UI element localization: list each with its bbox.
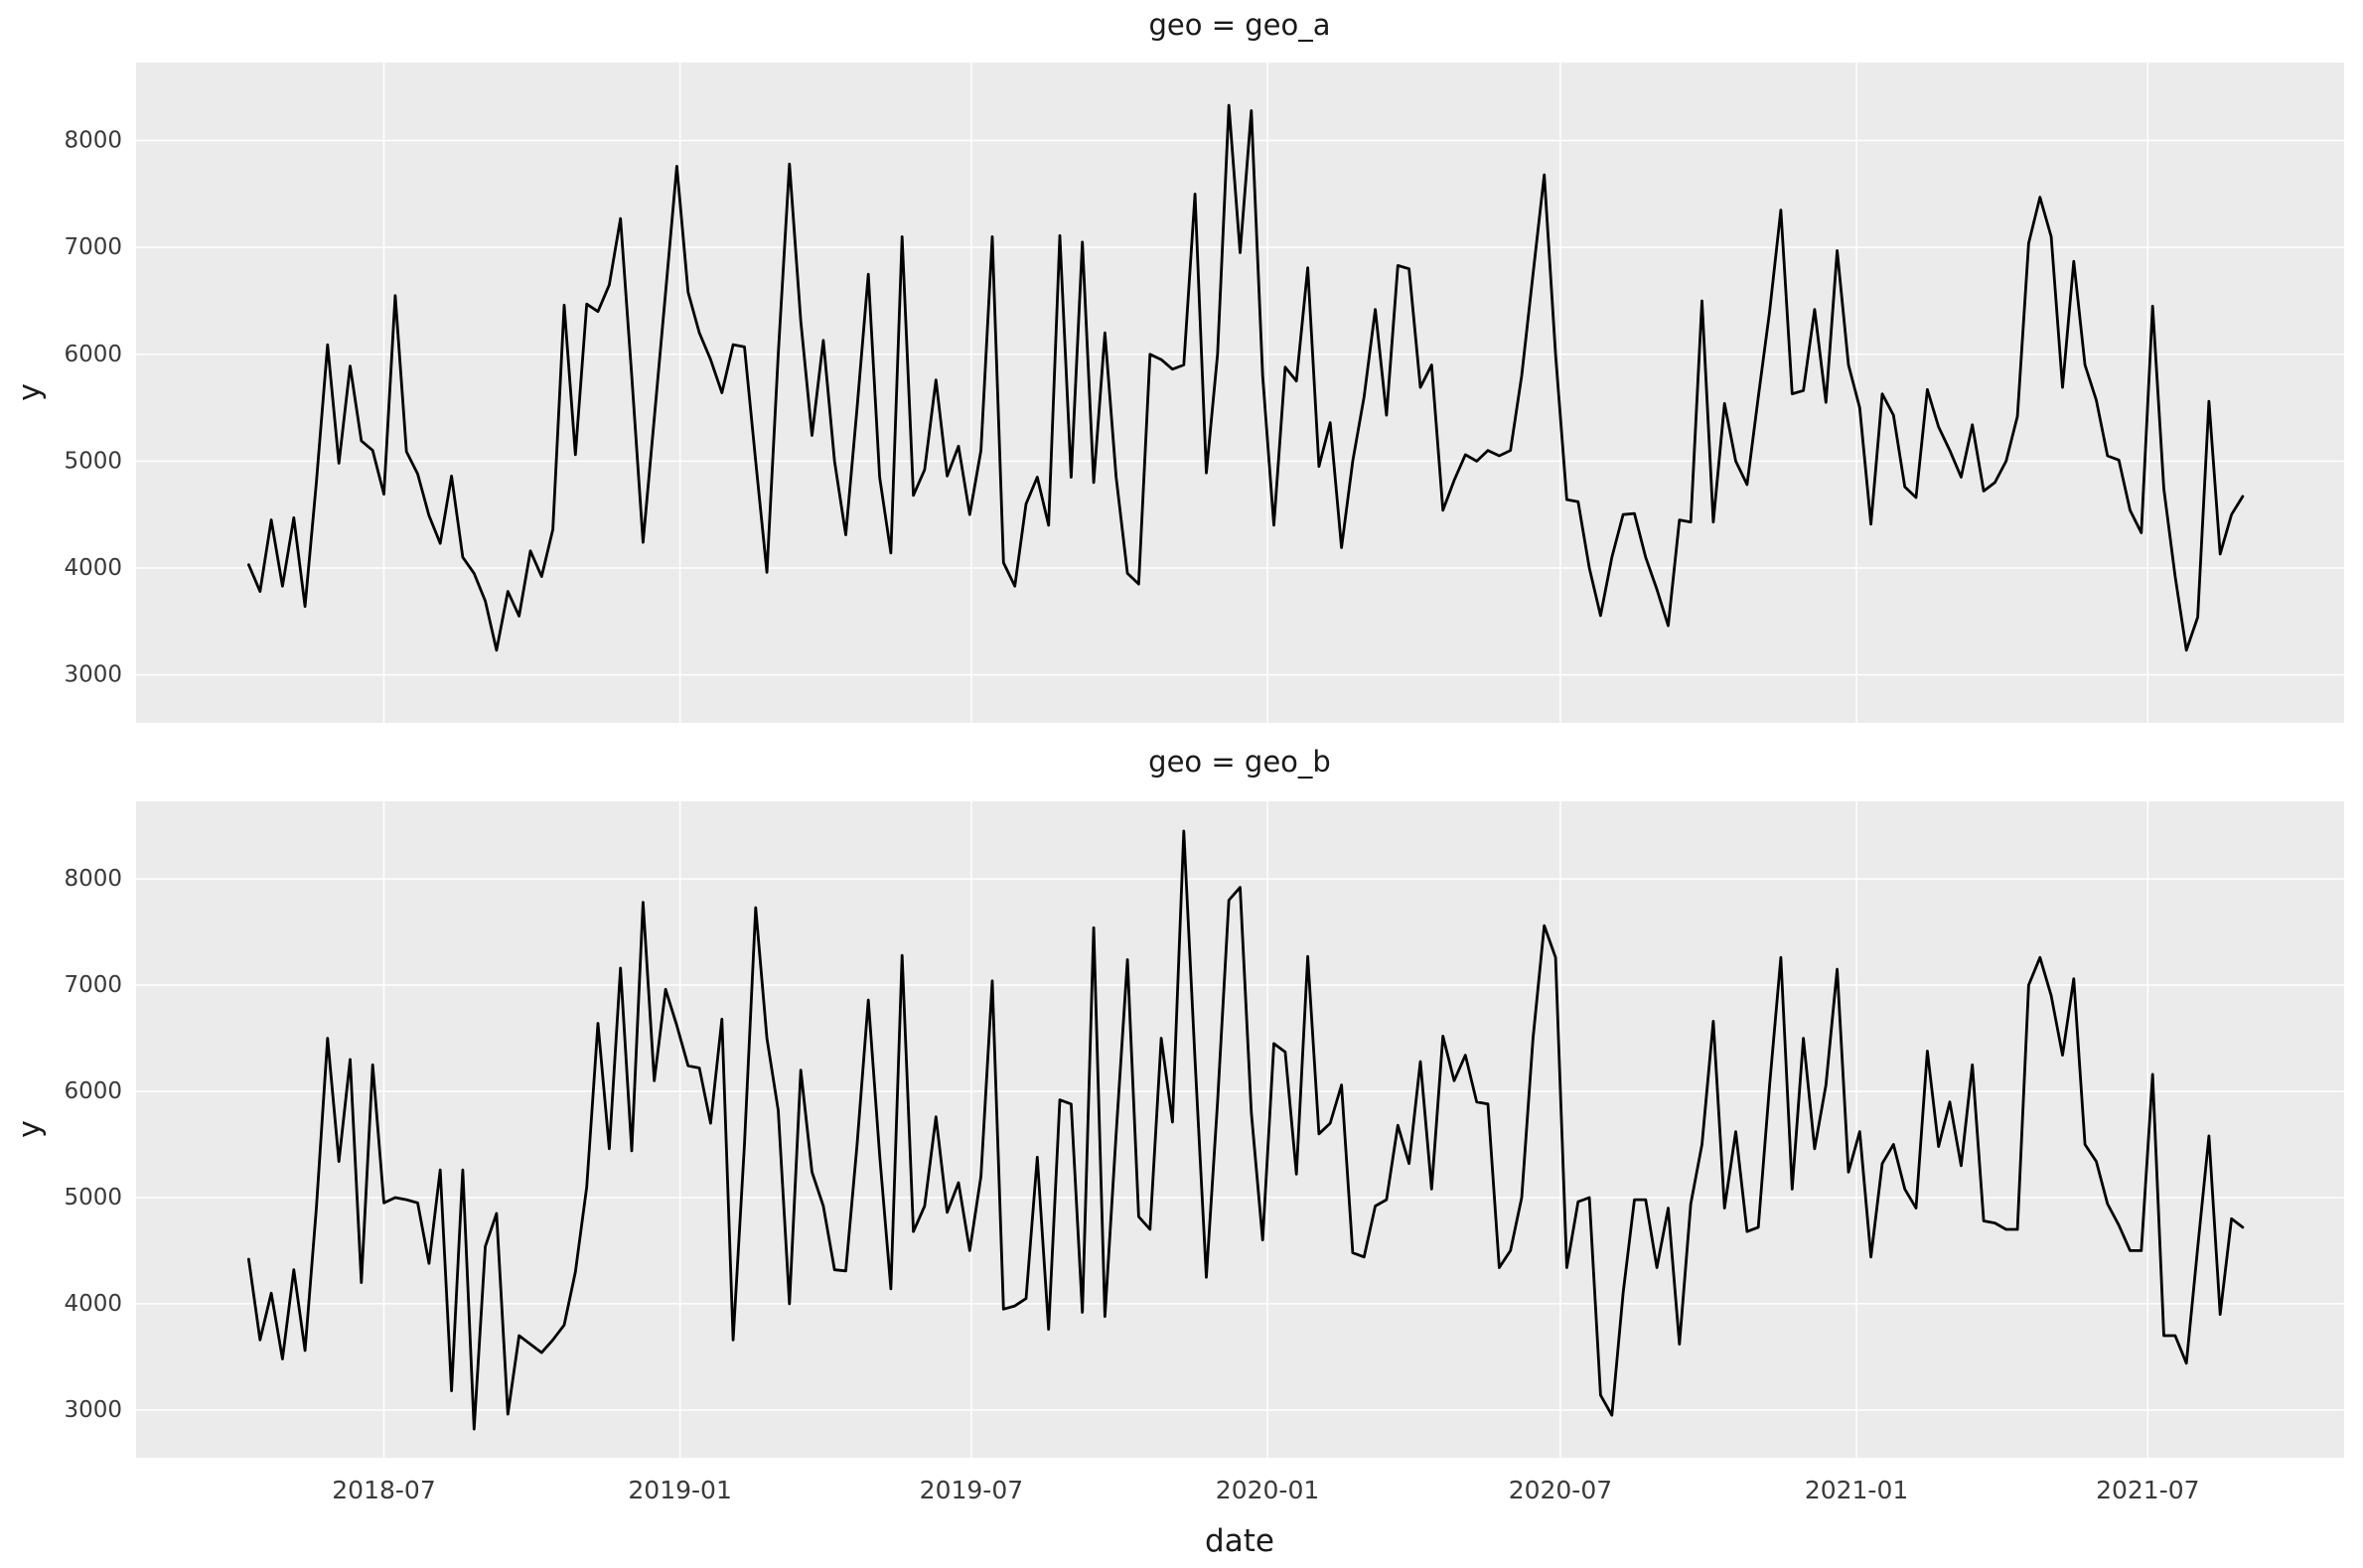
x-tick-label: 2019-07	[920, 1476, 1023, 1504]
y-tick-label: 7000	[64, 234, 122, 260]
y-tick-label: 5000	[64, 448, 122, 474]
panel-background	[136, 63, 2344, 723]
x-tick-label: 2020-07	[1509, 1476, 1612, 1504]
y-tick-label: 8000	[64, 128, 122, 154]
y-tick-label: 8000	[64, 866, 122, 892]
x-tick-label: 2021-01	[1805, 1476, 1908, 1504]
data-line-geo_a	[246, 103, 2245, 652]
data-line-geo_b	[246, 829, 2245, 1431]
facet-title-geo-b: geo = geo_b	[1148, 745, 1331, 779]
x-axis-label: date	[1205, 1523, 1274, 1559]
y-axis-label-top: y	[12, 383, 48, 401]
y-tick-label: 6000	[64, 1078, 122, 1104]
y-tick-label: 7000	[64, 972, 122, 998]
x-tick-label: 2021-07	[2096, 1476, 2199, 1504]
y-tick-label: 6000	[64, 342, 122, 367]
y-tick-label: 5000	[64, 1185, 122, 1211]
x-tick-label: 2020-01	[1216, 1476, 1319, 1504]
y-tick-label: 3000	[64, 1397, 122, 1423]
y-tick-label: 4000	[64, 555, 122, 581]
y-tick-label: 3000	[64, 662, 122, 688]
x-tick-label: 2018-07	[332, 1476, 435, 1504]
facet-title-geo-a: geo = geo_a	[1148, 8, 1331, 42]
x-tick-label: 2019-01	[628, 1476, 731, 1504]
y-tick-label: 4000	[64, 1291, 122, 1317]
y-axis-label-bottom: y	[12, 1120, 48, 1138]
